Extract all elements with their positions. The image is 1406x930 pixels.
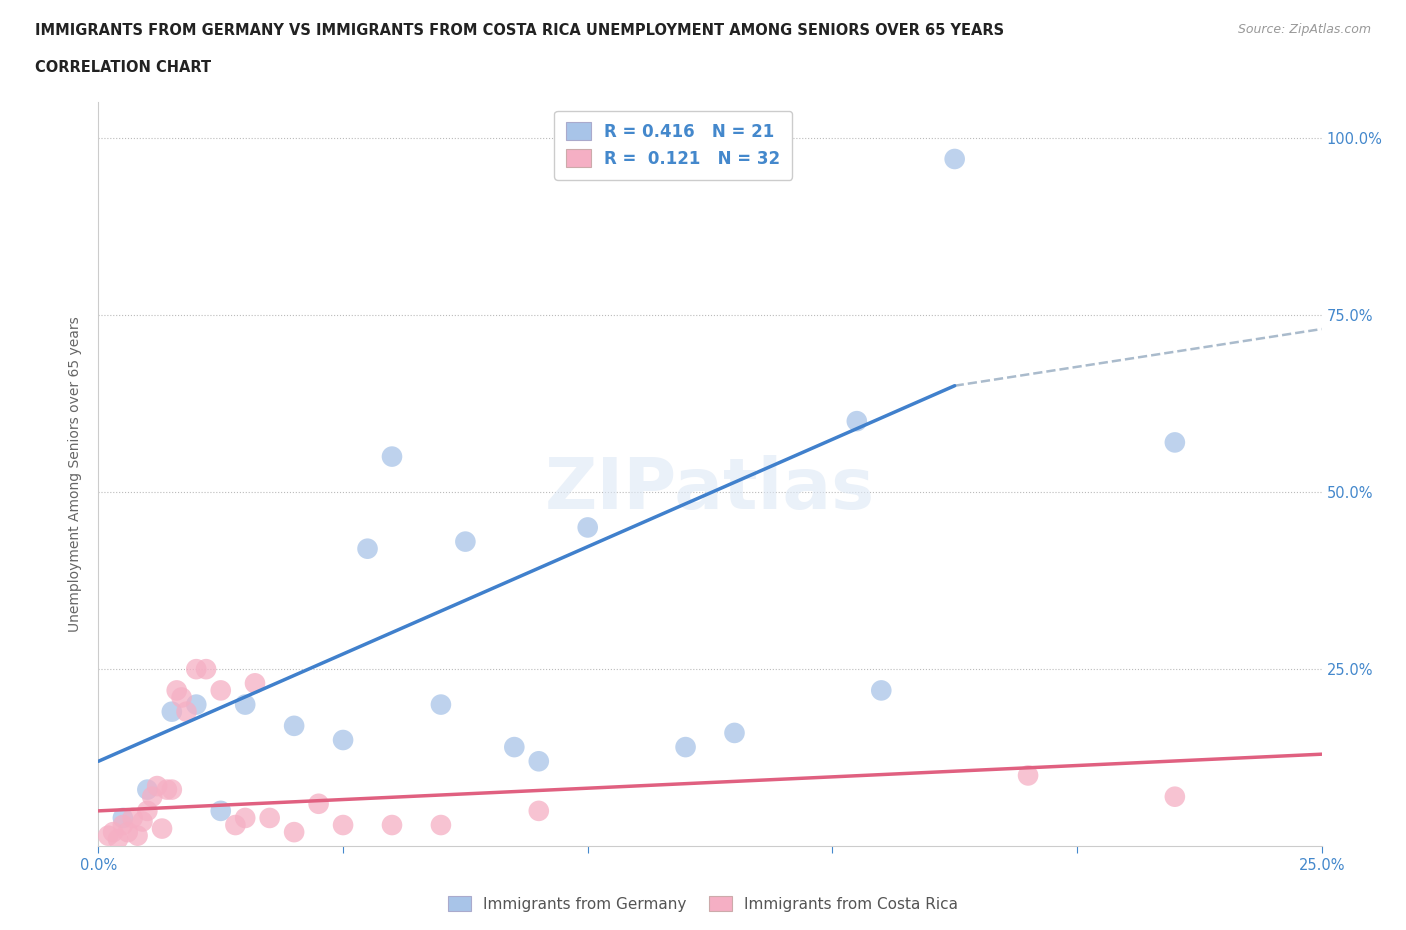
Point xyxy=(845,414,868,429)
Point xyxy=(131,814,153,829)
Point xyxy=(186,698,208,712)
Point xyxy=(107,831,129,846)
Point xyxy=(943,152,966,166)
Point xyxy=(1017,768,1039,783)
Point xyxy=(332,733,354,748)
Text: Source: ZipAtlas.com: Source: ZipAtlas.com xyxy=(1237,23,1371,36)
Point xyxy=(870,683,893,698)
Point xyxy=(1164,790,1187,804)
Text: IMMIGRANTS FROM GERMANY VS IMMIGRANTS FROM COSTA RICA UNEMPLOYMENT AMONG SENIORS: IMMIGRANTS FROM GERMANY VS IMMIGRANTS FR… xyxy=(35,23,1004,38)
Point xyxy=(209,683,232,698)
Point xyxy=(527,754,550,769)
Point xyxy=(97,829,120,844)
Y-axis label: Unemployment Among Seniors over 65 years: Unemployment Among Seniors over 65 years xyxy=(69,316,83,632)
Point xyxy=(503,739,526,754)
Point xyxy=(170,690,193,705)
Point xyxy=(576,520,599,535)
Point xyxy=(166,683,188,698)
Point xyxy=(723,725,745,740)
Text: CORRELATION CHART: CORRELATION CHART xyxy=(35,60,211,75)
Point xyxy=(224,817,246,832)
Point xyxy=(527,804,550,818)
Point xyxy=(146,778,169,793)
Point xyxy=(117,825,139,840)
Point xyxy=(332,817,354,832)
Point xyxy=(127,829,149,844)
Point xyxy=(150,821,173,836)
Point xyxy=(141,790,163,804)
Point xyxy=(101,825,124,840)
Point xyxy=(176,704,198,719)
Point xyxy=(111,817,134,832)
Point xyxy=(121,811,143,826)
Point xyxy=(356,541,378,556)
Legend: R = 0.416   N = 21, R =  0.121   N = 32: R = 0.416 N = 21, R = 0.121 N = 32 xyxy=(554,111,792,179)
Point xyxy=(233,811,256,826)
Point xyxy=(381,817,404,832)
Point xyxy=(1164,435,1187,450)
Point xyxy=(381,449,404,464)
Point xyxy=(283,825,305,840)
Point xyxy=(308,796,330,811)
Point xyxy=(111,811,134,826)
Point xyxy=(430,817,453,832)
Point xyxy=(136,782,159,797)
Point xyxy=(195,662,218,677)
Point xyxy=(675,739,697,754)
Point xyxy=(243,676,266,691)
Text: ZIPatlas: ZIPatlas xyxy=(546,455,875,524)
Point xyxy=(136,804,159,818)
Point xyxy=(160,704,183,719)
Point xyxy=(259,811,281,826)
Point xyxy=(186,662,208,677)
Legend: Immigrants from Germany, Immigrants from Costa Rica: Immigrants from Germany, Immigrants from… xyxy=(441,889,965,918)
Point xyxy=(283,718,305,733)
Point xyxy=(430,698,453,712)
Point xyxy=(160,782,183,797)
Point xyxy=(454,534,477,549)
Point xyxy=(209,804,232,818)
Point xyxy=(156,782,179,797)
Point xyxy=(233,698,256,712)
